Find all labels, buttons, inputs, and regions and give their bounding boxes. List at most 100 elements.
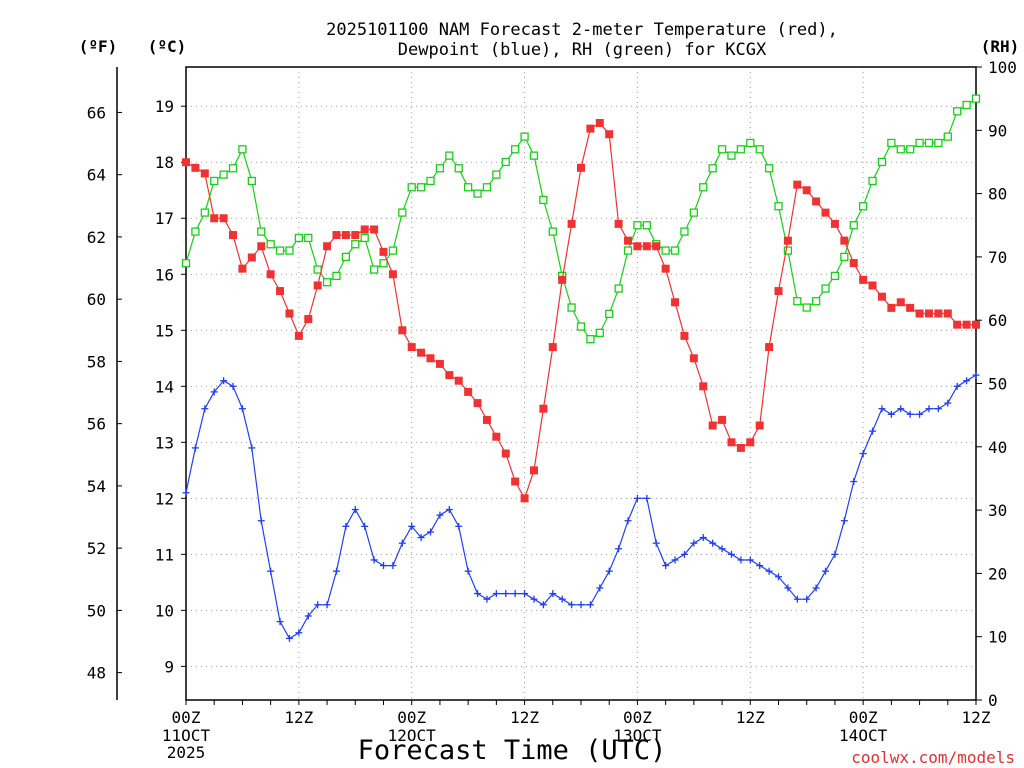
rh-point: [388, 246, 398, 255]
rh-point: [511, 145, 520, 154]
rh-point: [416, 183, 426, 192]
rh-point: [482, 183, 492, 192]
temperature-point: [755, 421, 764, 430]
temperature-point: [774, 287, 783, 296]
temperature-point: [473, 399, 482, 408]
temperature-point: [802, 186, 811, 195]
dewpoint-point: [361, 522, 369, 530]
rh-point: [332, 271, 341, 281]
dewpoint-point: [953, 382, 961, 390]
x-tick-date: 11OCT: [162, 726, 211, 745]
fahrenheit-tick-label: 66: [87, 103, 106, 122]
rh-tick-label: 20: [988, 564, 1007, 583]
temperature-series: [182, 119, 980, 503]
chart-title-line2: Dewpoint (blue), RH (green) for KCGX: [398, 40, 767, 60]
temperature-point: [501, 449, 510, 458]
temperature-point: [906, 303, 915, 312]
temperature-point: [435, 359, 444, 368]
dewpoint-point: [276, 618, 284, 626]
celsius-tick-label: 18: [155, 153, 174, 172]
dewpoint-point: [511, 590, 519, 598]
temperature-point: [219, 214, 228, 223]
x-tick-label: 12Z: [736, 708, 765, 727]
temperature-point: [304, 315, 313, 324]
temperature-point: [793, 180, 802, 189]
temperature-point: [379, 247, 388, 256]
rh-point: [736, 145, 746, 154]
rh-point: [764, 164, 774, 173]
temperature-point: [746, 438, 755, 447]
x-tick-label: 00Z: [623, 708, 652, 727]
rh-tick-label: 40: [988, 438, 1007, 457]
rh-tick-label: 50: [988, 375, 1007, 394]
rh-point: [943, 132, 952, 141]
rh-point: [962, 100, 971, 110]
dewpoint-point: [680, 550, 688, 558]
x-axis-title: Forecast Time (UTC): [358, 735, 667, 766]
temperature-point: [351, 231, 360, 240]
rh-point: [322, 278, 332, 287]
rh-point: [699, 183, 708, 192]
temperature-point: [595, 119, 604, 128]
temperature-point: [642, 242, 651, 251]
dewpoint-point: [351, 506, 359, 514]
celsius-tick-label: 16: [155, 265, 174, 284]
dewpoint-point: [220, 377, 228, 385]
dewpoint-point: [906, 410, 914, 418]
dewpoint-point: [756, 562, 764, 570]
dewpoint-point: [370, 556, 378, 564]
dewpoint-point: [455, 522, 463, 530]
rh-point: [868, 176, 877, 186]
unit-label-rh: (RH): [981, 37, 1020, 56]
dewpoint-point: [784, 584, 792, 592]
dewpoint-point: [709, 539, 717, 547]
dewpoint-point: [925, 405, 933, 413]
rh-point: [633, 221, 642, 230]
rh-point: [275, 246, 285, 255]
rh-point: [680, 227, 689, 236]
dewpoint-point: [182, 489, 190, 497]
temperature-point: [257, 242, 266, 251]
rh-point: [783, 246, 793, 255]
dewpoint-point: [342, 522, 350, 530]
dewpoint-point: [793, 595, 801, 603]
celsius-tick-label: 19: [155, 97, 174, 116]
temperature-point: [830, 219, 839, 228]
dewpoint-point: [464, 567, 472, 575]
rh-point: [200, 208, 209, 217]
temperature-point: [182, 158, 190, 167]
rh-point: [727, 151, 736, 160]
x-tick-date: 14OCT: [839, 726, 888, 745]
dewpoint-point: [267, 567, 275, 575]
rh-point: [877, 157, 887, 167]
dewpoint-point: [398, 539, 406, 547]
rh-point: [576, 322, 586, 331]
chart-title-line1: 2025101100 NAM Forecast 2-meter Temperat…: [326, 20, 838, 40]
temperature-point: [765, 343, 774, 352]
rh-point: [811, 297, 821, 306]
rh-tick-label: 30: [988, 501, 1007, 520]
dewpoint-line: [185, 374, 977, 640]
rh-point: [379, 259, 388, 268]
temperature-point: [266, 270, 275, 279]
rh-point: [341, 252, 351, 262]
temperature-point: [661, 264, 670, 273]
dewpoint-point: [285, 634, 293, 642]
dewpoint-point: [408, 522, 416, 530]
rh-point: [896, 145, 905, 154]
dewpoint-point: [671, 556, 679, 564]
temperature-point: [567, 219, 576, 228]
rh-tick-label: 60: [988, 311, 1007, 330]
rh-point: [463, 183, 473, 192]
temperature-point: [341, 231, 350, 240]
fahrenheit-tick-label: 54: [87, 477, 106, 496]
temperature-point: [191, 163, 200, 172]
temperature-point: [699, 382, 708, 391]
dewpoint-point: [963, 377, 971, 385]
fahrenheit-tick-label: 60: [87, 290, 106, 309]
rh-tick-label: 100: [988, 58, 1017, 77]
dewpoint-point: [445, 506, 453, 514]
rh-point: [755, 145, 764, 154]
fahrenheit-tick-label: 62: [87, 228, 106, 247]
dewpoint-point: [558, 595, 566, 603]
